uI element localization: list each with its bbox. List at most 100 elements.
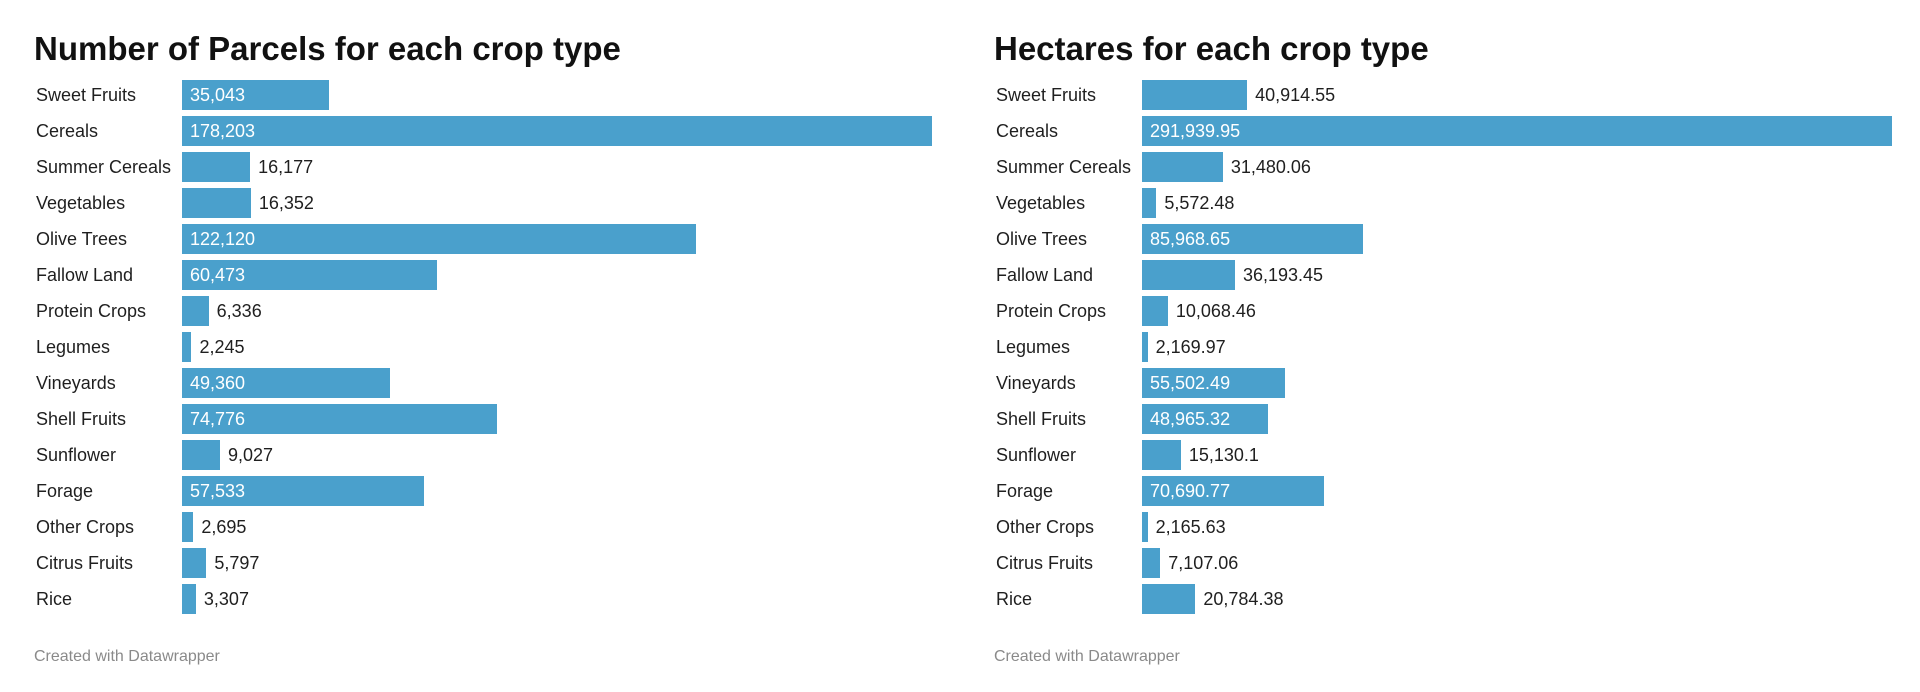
value-label: 15,130.1: [1188, 445, 1259, 465]
bar: [1142, 440, 1181, 470]
bar: [1142, 512, 1148, 542]
category-label: Cereals: [36, 121, 99, 141]
category-label: Vineyards: [36, 373, 116, 393]
bar: [182, 188, 251, 218]
bar-row: Olive Trees 85,968.65: [994, 224, 1920, 254]
bar: [182, 296, 209, 326]
bar: [1142, 188, 1157, 218]
bar-row: Vineyards 49,360: [34, 368, 1082, 398]
chart-title: Hectares for each crop type: [994, 30, 1429, 67]
value-label: 9,027: [227, 445, 274, 465]
value-label: 10,068.46: [1175, 301, 1256, 321]
category-label: Other Crops: [996, 517, 1095, 537]
category-label: Citrus Fruits: [36, 553, 134, 573]
bar-row: Protein Crops 6,336: [34, 296, 1082, 326]
value-label: 36,193.45: [1242, 265, 1324, 285]
value-label: 5,572.48: [1164, 193, 1235, 213]
value-label: 16,177: [258, 157, 314, 177]
bar-row: Sunflower 15,130.1: [994, 440, 1920, 470]
bar: [182, 512, 194, 542]
value-label: 2,169.97: [1155, 337, 1226, 357]
datawrapper-credit: Created with Datawrapper: [994, 648, 1180, 665]
category-label: Forage: [36, 481, 94, 501]
category-label: Forage: [996, 481, 1054, 501]
category-label: Shell Fruits: [996, 409, 1087, 429]
bar: [182, 332, 192, 362]
value-label: 40,914.55: [1255, 85, 1336, 105]
bar: [1142, 404, 1268, 434]
value-label: 7,107.06: [1168, 553, 1239, 573]
bar-row: Sweet Fruits 35,043: [34, 80, 1082, 110]
bar: [182, 152, 251, 182]
bar: [1142, 584, 1196, 614]
value-label: 35,043: [190, 85, 246, 105]
bar-row: Shell Fruits 74,776: [34, 404, 1082, 434]
bar-row: Citrus Fruits 5,797: [34, 548, 1082, 578]
category-label: Sweet Fruits: [996, 85, 1097, 105]
bar-row: Olive Trees 122,120: [34, 224, 1082, 254]
bar-row: Fallow Land 36,193.45: [994, 260, 1920, 290]
category-label: Fallow Land: [996, 265, 1094, 285]
category-label: Rice: [36, 589, 73, 609]
chart-title: Number of Parcels for each crop type: [34, 30, 621, 67]
bar-row: Protein Crops 10,068.46: [994, 296, 1920, 326]
category-label: Sunflower: [36, 445, 117, 465]
bar: [1142, 368, 1285, 398]
category-label: Cereals: [996, 121, 1059, 141]
bar: [182, 80, 330, 110]
value-label: 60,473: [190, 265, 246, 285]
bar-row: Fallow Land 60,473: [34, 260, 1082, 290]
bar-row: Legumes 2,245: [34, 332, 1082, 362]
bar-row: Sunflower 9,027: [34, 440, 1082, 470]
bar-row: Rice 20,784.38: [994, 584, 1920, 614]
category-label: Vegetables: [36, 193, 126, 213]
bar-row: Forage 70,690.77: [994, 476, 1920, 506]
bar: [1142, 548, 1161, 578]
bar-row: Summer Cereals 31,480.06: [994, 152, 1920, 182]
value-label: 2,165.63: [1155, 517, 1226, 537]
value-label: 5,797: [214, 553, 260, 573]
bar: [1142, 260, 1235, 290]
value-label: 2,245: [199, 337, 245, 357]
bar: [1142, 80, 1248, 110]
bar: [1142, 224, 1363, 254]
bar: [182, 440, 220, 470]
value-label: 70,690.77: [1150, 481, 1231, 501]
value-label: 3,307: [203, 589, 249, 609]
category-label: Rice: [996, 589, 1033, 609]
value-label: 55,502.49: [1150, 373, 1231, 393]
bar-row: Shell Fruits 48,965.32: [994, 404, 1920, 434]
bar: [182, 260, 437, 290]
value-label: 31,480.06: [1230, 157, 1311, 177]
bar: [182, 548, 207, 578]
bar-row: Vegetables 16,352: [34, 188, 1082, 218]
category-label: Shell Fruits: [36, 409, 127, 429]
value-label: 2,695: [201, 517, 247, 537]
value-label: 291,939.95: [1150, 121, 1241, 141]
bar-row: Cereals 178,203: [34, 116, 1082, 146]
category-label: Protein Crops: [36, 301, 147, 321]
category-label: Legumes: [996, 337, 1071, 357]
category-label: Sweet Fruits: [36, 85, 137, 105]
hectares-chart-panel: Hectares for each crop type Sweet Fruits…: [960, 0, 1920, 692]
bar-row: Citrus Fruits 7,107.06: [994, 548, 1920, 578]
bar-row: Forage 57,533: [34, 476, 1082, 506]
bar: [182, 584, 196, 614]
bar: [182, 116, 932, 146]
bar: [182, 224, 696, 254]
category-label: Protein Crops: [996, 301, 1107, 321]
value-label: 48,965.32: [1150, 409, 1231, 429]
category-label: Vineyards: [996, 373, 1076, 393]
value-label: 20,784.38: [1203, 589, 1284, 609]
category-label: Olive Trees: [996, 229, 1088, 249]
bar-row: Sweet Fruits 40,914.55: [994, 80, 1920, 110]
bar: [1142, 332, 1148, 362]
bar-row: Vineyards 55,502.49: [994, 368, 1920, 398]
bar-row: Vegetables 5,572.48: [994, 188, 1920, 218]
value-label: 122,120: [190, 229, 256, 249]
category-label: Sunflower: [996, 445, 1077, 465]
bar: [182, 476, 425, 506]
category-label: Summer Cereals: [36, 157, 172, 177]
bar: [1142, 152, 1223, 182]
category-label: Citrus Fruits: [996, 553, 1094, 573]
